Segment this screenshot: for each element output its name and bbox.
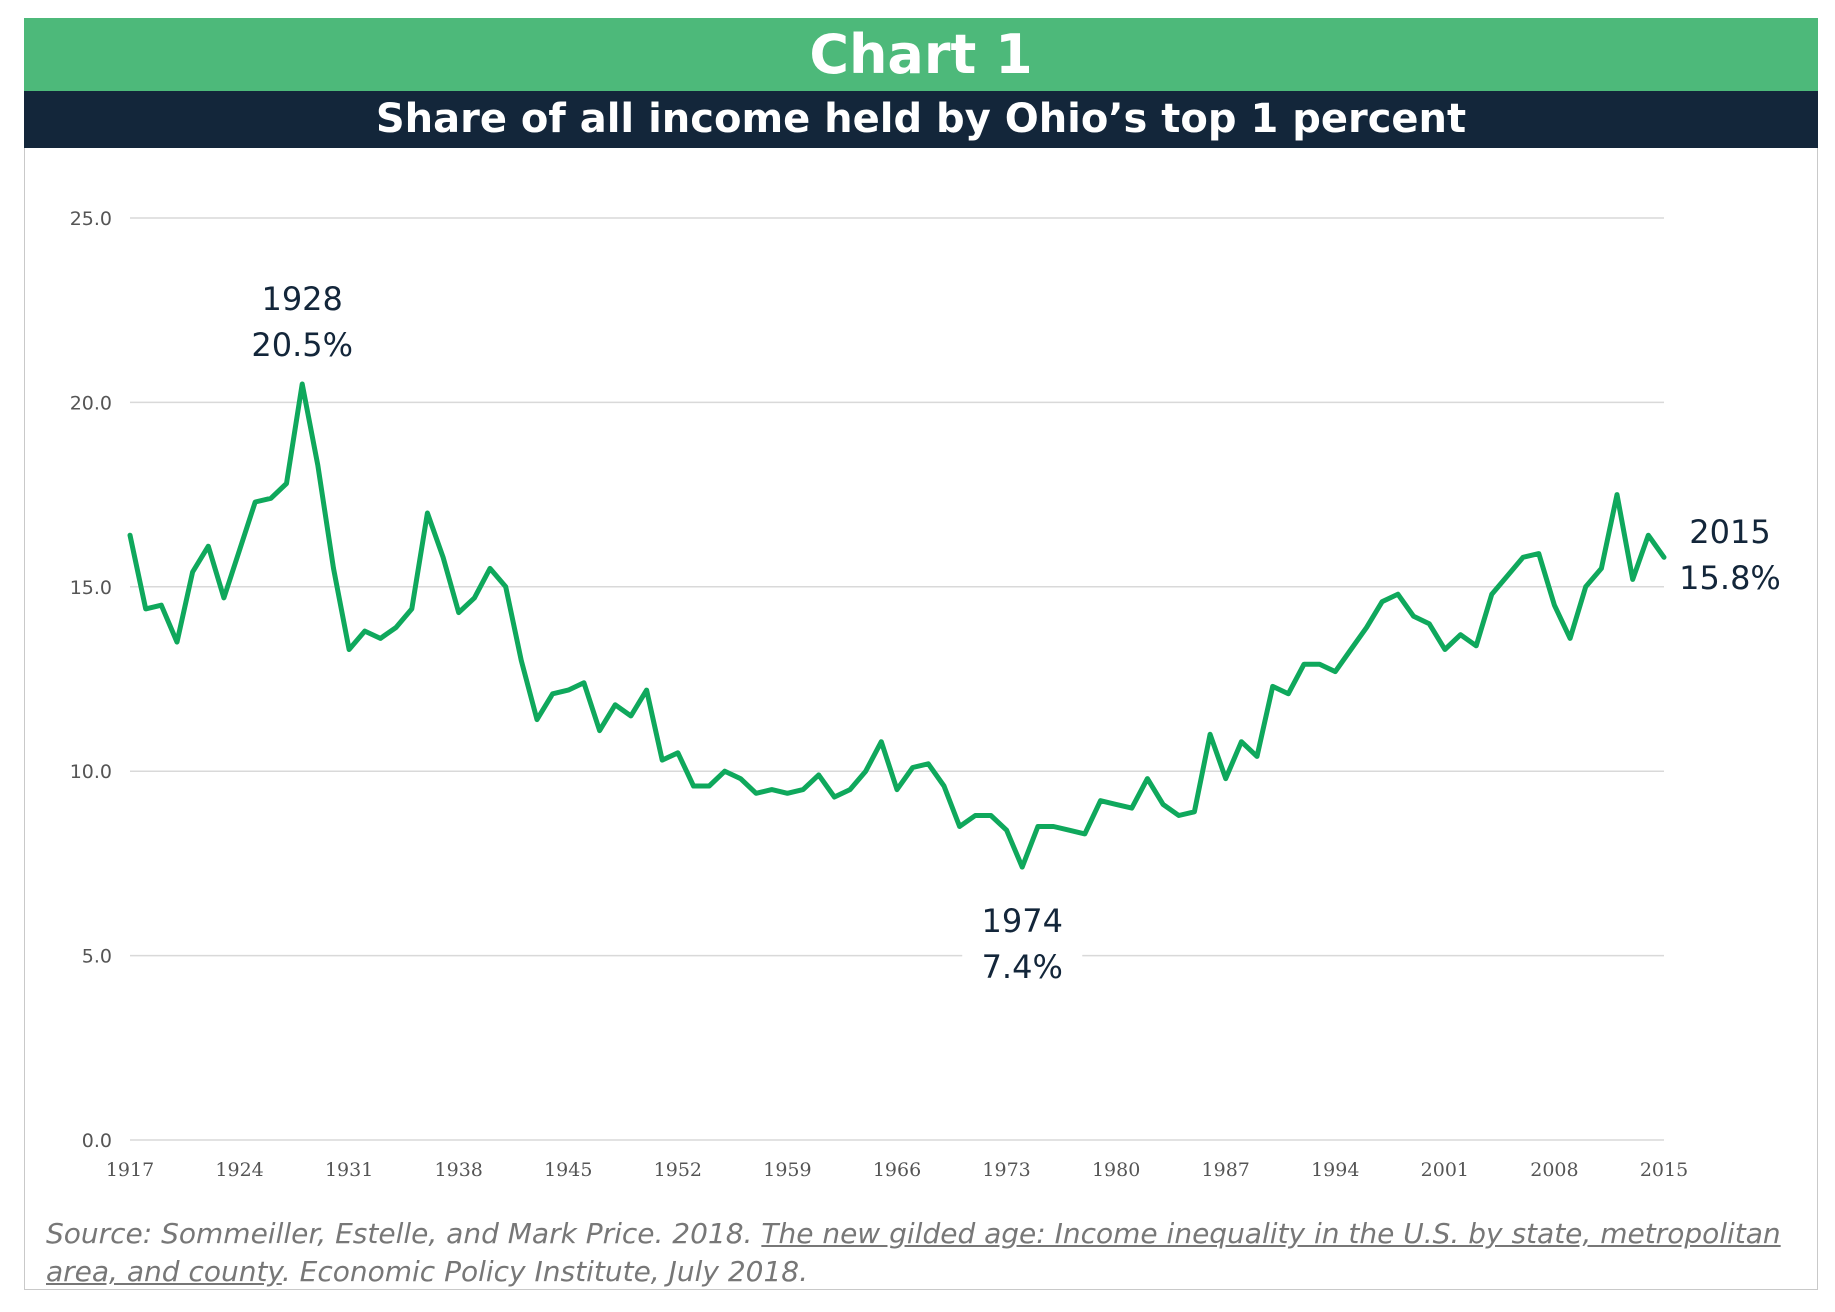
- x-tick-label: 2001: [1421, 1159, 1469, 1181]
- x-tick-label: 2008: [1530, 1159, 1578, 1181]
- annotation-value: 20.5%: [251, 326, 353, 364]
- x-tick-label: 1973: [982, 1159, 1030, 1181]
- source-prefix: Source: Sommeiller, Estelle, and Mark Pr…: [46, 1217, 762, 1250]
- x-tick-label: 1917: [106, 1159, 154, 1181]
- x-tick-label: 1931: [325, 1159, 373, 1181]
- annotation-year: 1928: [261, 280, 342, 318]
- annotation-year: 2015: [1689, 513, 1770, 551]
- series-line: [127, 381, 1667, 870]
- x-tick-label: 1938: [435, 1159, 483, 1181]
- x-tick-label: 1994: [1311, 1159, 1359, 1181]
- source-link[interactable]: The new gilded age: Income inequality in…: [46, 1217, 1781, 1288]
- gridlines: [130, 217, 1664, 1141]
- y-tick-label: 25.0: [70, 208, 112, 230]
- chart-number-title: Chart 1: [24, 18, 1818, 91]
- x-tick-label: 1952: [654, 1159, 702, 1181]
- series-layer: [127, 381, 1667, 870]
- y-tick-label: 10.0: [70, 761, 112, 783]
- y-tick-label: 20.0: [70, 392, 112, 414]
- chart-subtitle: Share of all income held by Ohio’s top 1…: [24, 91, 1818, 148]
- x-tick-label: 2015: [1640, 1159, 1688, 1181]
- annotation-year: 1974: [982, 902, 1063, 940]
- source-suffix: . Economic Policy Institute, July 2018.: [281, 1255, 809, 1288]
- x-tick-label: 1980: [1092, 1159, 1140, 1181]
- x-tick-label: 1966: [873, 1159, 921, 1181]
- x-axis-ticks: 1917 1924 1931 1938 1945 1952 1959 1966 1973 1980…: [106, 1159, 1688, 1181]
- annotation-value: 7.4%: [982, 948, 1063, 986]
- annotation-background: [962, 896, 1083, 992]
- y-axis-ticks: 0.0 5.0 10.0 15.0 20.0 25.0: [70, 208, 112, 1152]
- line-chart: 0.05.010.015.020.025.0 1917 1924 1931 1938 1…: [70, 208, 1781, 1181]
- annotations: 1928 20.5% 1974 7.4% 2015 15.8%: [251, 280, 1781, 992]
- x-tick-label: 1987: [1202, 1159, 1250, 1181]
- y-tick-label: 0.0: [82, 1130, 112, 1152]
- annotation-value: 15.8%: [1679, 559, 1781, 597]
- x-tick-label: 1924: [215, 1159, 263, 1181]
- y-tick-label: 5.0: [82, 946, 112, 968]
- x-tick-label: 1945: [544, 1159, 592, 1181]
- x-tick-label: 1959: [763, 1159, 811, 1181]
- y-tick-label: 15.0: [70, 577, 112, 599]
- source-note: Source: Sommeiller, Estelle, and Mark Pr…: [46, 1215, 1806, 1291]
